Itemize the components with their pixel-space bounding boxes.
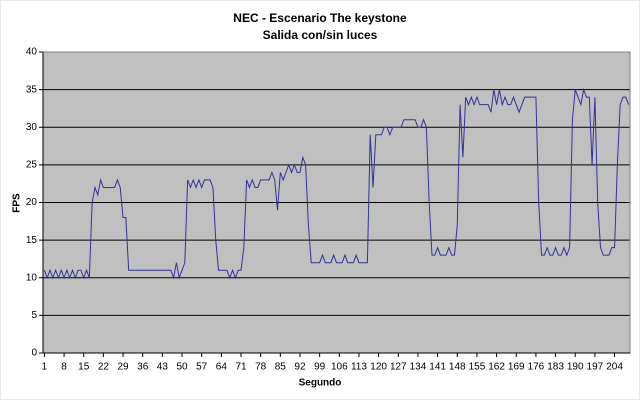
x-tick-label: 29 (117, 362, 129, 373)
x-tick-label: 127 (390, 362, 407, 373)
x-tick-label: 85 (275, 362, 287, 373)
x-tick-label: 204 (606, 362, 623, 373)
x-tick-label: 148 (449, 362, 466, 373)
x-tick-label: 190 (567, 362, 584, 373)
x-tick-label: 50 (176, 362, 188, 373)
y-tick-label: 35 (26, 84, 38, 95)
x-tick-label: 36 (137, 362, 149, 373)
y-tick-label: 15 (26, 235, 38, 246)
x-tick-label: 141 (429, 362, 446, 373)
x-tick-label: 92 (294, 362, 306, 373)
y-tick-label: 30 (26, 122, 38, 133)
x-tick-label: 176 (528, 362, 545, 373)
x-tick-label: 57 (196, 362, 208, 373)
y-tick-label: 5 (31, 310, 37, 321)
x-tick-label: 113 (351, 362, 367, 373)
x-tick-label: 8 (61, 362, 67, 373)
x-tick-label: 162 (488, 362, 505, 373)
data-line (43, 87, 630, 280)
chart-title: NEC - Escenario The keystone (233, 11, 407, 25)
x-tick-label: 64 (216, 362, 228, 373)
x-axis-title: Segundo (299, 378, 342, 389)
y-axis-title: FPS (12, 193, 23, 213)
y-tick-label: 20 (26, 197, 38, 208)
x-tick-label: 183 (547, 362, 564, 373)
x-tick-label: 197 (587, 362, 604, 373)
y-tick-label: 25 (26, 160, 38, 171)
y-tick-label: 40 (26, 47, 38, 58)
x-tick-label: 134 (410, 362, 427, 373)
x-tick-label: 78 (255, 362, 267, 373)
x-tick-label: 120 (370, 362, 387, 373)
x-tick-label: 155 (469, 362, 486, 373)
x-tick-label: 106 (331, 362, 348, 373)
y-tick-label: 10 (26, 272, 38, 283)
x-tick-label: 15 (78, 362, 90, 373)
chart-subtitle: Salida con/sin luces (263, 28, 378, 42)
x-tick-label: 43 (157, 362, 169, 373)
x-tick-label: 71 (235, 362, 247, 373)
x-tick-label: 169 (508, 362, 525, 373)
x-tick-label: 22 (98, 362, 110, 373)
x-tick-label: 1 (42, 362, 48, 373)
x-tick-label: 99 (314, 362, 326, 373)
y-tick-label: 0 (31, 348, 37, 359)
